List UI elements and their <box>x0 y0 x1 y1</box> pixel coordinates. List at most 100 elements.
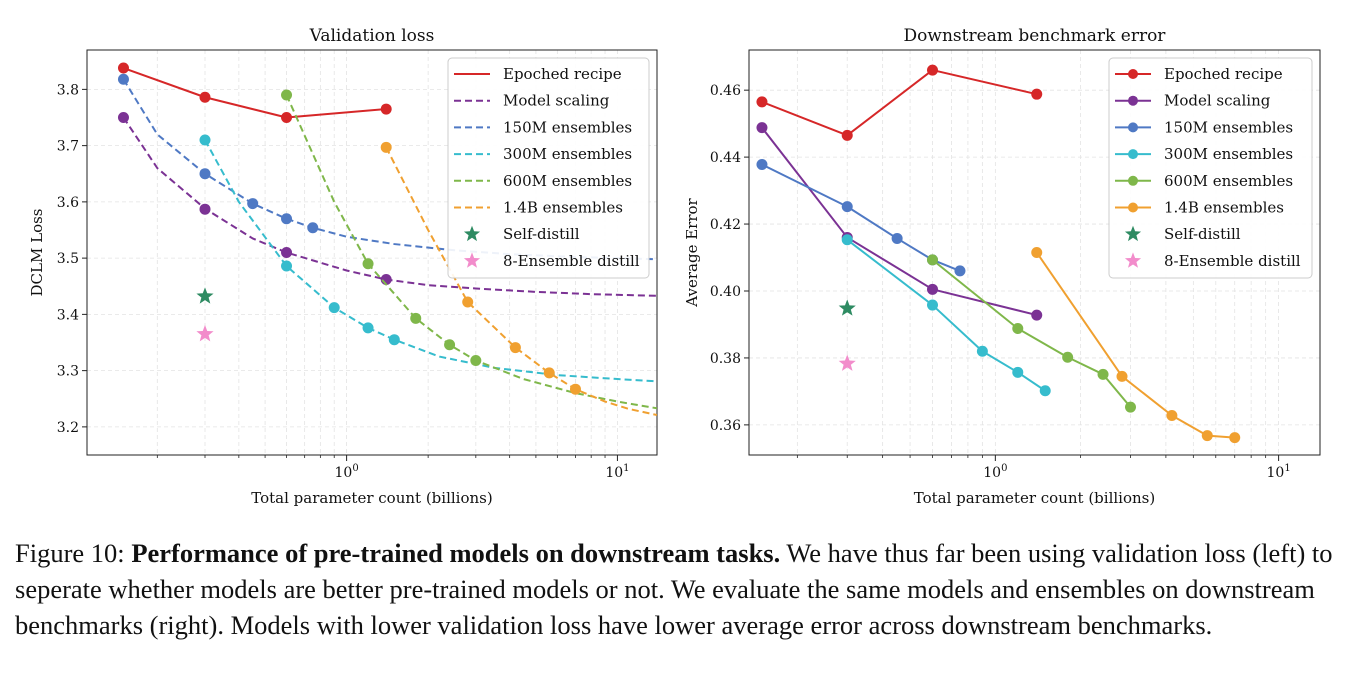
legend-marker <box>1128 149 1138 160</box>
data-point <box>756 158 768 170</box>
legend-label: 300M ensembles <box>1164 145 1293 163</box>
y-axis-label: Average Error <box>683 197 701 307</box>
series-self-distill <box>838 299 856 316</box>
x-axis-label: Total parameter count (billions) <box>251 489 492 507</box>
y-tick-label: 0.42 <box>710 217 741 233</box>
y-tick-label: 0.44 <box>710 150 741 166</box>
legend-label: 150M ensembles <box>503 118 632 136</box>
data-point <box>1116 370 1128 382</box>
data-point <box>569 383 581 395</box>
legend-item-epoched-recipe: Epoched recipe <box>1115 65 1283 83</box>
validation-loss-panel: 3.2 3.3 3.4 3.5 3.6 3.7 3.8 100 101 Validation lo… <box>28 26 658 507</box>
star-marker <box>838 354 856 371</box>
legend-item-600m-ensembles: 600M ensembles <box>1115 172 1293 190</box>
legend-label: 300M ensembles <box>503 145 632 163</box>
y-tick-label: 3.4 <box>57 307 79 323</box>
data-point <box>891 232 903 244</box>
legend-box <box>447 57 650 279</box>
x-tick-label: 100 <box>335 463 359 481</box>
series-1-4b-ensembles <box>380 141 657 417</box>
y-tick-label: 0.46 <box>710 83 741 99</box>
data-point <box>247 198 259 210</box>
y-tick-label: 3.3 <box>57 364 79 380</box>
data-point <box>117 112 129 123</box>
star-marker <box>838 299 856 316</box>
data-point <box>1229 432 1241 444</box>
data-point <box>1039 385 1051 397</box>
legend-item-8-ensemble-distill: 8-Ensemble distill <box>463 252 640 270</box>
legend-label: 1.4B ensembles <box>1164 199 1284 217</box>
series-8-ensemble-distill <box>196 325 214 342</box>
legend-label: Epoched recipe <box>1164 65 1283 83</box>
data-point <box>1201 430 1213 442</box>
series-line <box>123 67 387 119</box>
data-point <box>841 201 853 213</box>
legend-box <box>1108 57 1313 279</box>
legend-star <box>463 225 481 242</box>
data-point <box>1012 322 1024 334</box>
data-point <box>1031 88 1043 100</box>
chart-title: Downstream benchmark error <box>904 26 1167 46</box>
chart-title: Validation loss <box>309 26 435 46</box>
data-point <box>199 203 211 215</box>
legend-item-8-ensemble-distill: 8-Ensemble distill <box>1124 252 1301 270</box>
data-point <box>927 254 939 266</box>
caption-bold: Performance of pre-trained models on dow… <box>131 538 781 568</box>
data-point <box>1166 410 1178 422</box>
legend-item-300m-ensembles: 300M ensembles <box>454 145 632 163</box>
legend-star <box>463 252 481 268</box>
data-point <box>380 141 392 153</box>
grid <box>749 50 1320 455</box>
y-tick-label: 3.8 <box>57 82 79 98</box>
series-300m-ensembles <box>199 134 657 383</box>
data-point <box>281 112 293 123</box>
x-axis-label: Total parameter count (billions) <box>914 489 1155 507</box>
y-tick-label: 3.7 <box>57 139 79 155</box>
legend-label: Epoched recipe <box>503 65 622 83</box>
y-tick-label: 0.38 <box>710 351 741 367</box>
data-point <box>362 258 374 270</box>
data-point <box>281 247 293 258</box>
legend-item-model-scaling: Model scaling <box>1115 92 1271 110</box>
data-point <box>444 339 456 351</box>
legend-item-600m-ensembles: 600M ensembles <box>454 172 632 190</box>
data-point <box>199 168 211 180</box>
data-point <box>543 367 555 379</box>
data-point <box>307 222 319 234</box>
x-tick-label: 101 <box>1267 463 1291 481</box>
legend-label: Self-distill <box>1164 225 1241 243</box>
legend-marker <box>1128 69 1138 79</box>
series-layer <box>756 64 1241 444</box>
series-1-4b-ensembles <box>1031 247 1241 444</box>
data-point <box>954 265 966 277</box>
data-point <box>410 312 422 324</box>
data-point <box>927 283 939 295</box>
series-line <box>1035 251 1235 439</box>
data-point <box>927 64 939 76</box>
data-point <box>117 62 129 74</box>
data-point <box>1124 401 1136 413</box>
legend-item-1-4b-ensembles: 1.4B ensembles <box>1115 199 1284 217</box>
legend-item-self-distill: Self-distill <box>1124 225 1241 243</box>
legend-label: 600M ensembles <box>1164 172 1293 190</box>
figure-10: 3.2 3.3 3.4 3.5 3.6 3.7 3.8 100 101 Validation lo… <box>28 26 1321 507</box>
data-point <box>199 91 211 103</box>
data-point <box>380 103 392 115</box>
legend-marker <box>1128 122 1138 133</box>
data-point <box>927 299 939 311</box>
series-epoched-recipe <box>117 62 392 123</box>
data-point <box>1031 247 1043 258</box>
legend-star <box>1124 225 1142 242</box>
data-point <box>328 302 340 314</box>
data-point <box>117 73 129 85</box>
legend-item-150m-ensembles: 150M ensembles <box>454 118 632 136</box>
data-point <box>841 234 853 246</box>
data-point <box>362 322 374 334</box>
data-point <box>1097 368 1109 380</box>
data-point <box>841 129 853 141</box>
series-layer <box>117 62 657 417</box>
legend-label: 8-Ensemble distill <box>503 252 640 270</box>
series-line <box>122 116 657 297</box>
figure-caption: Figure 10: Performance of pre-trained mo… <box>15 535 1337 643</box>
data-point <box>756 96 768 108</box>
